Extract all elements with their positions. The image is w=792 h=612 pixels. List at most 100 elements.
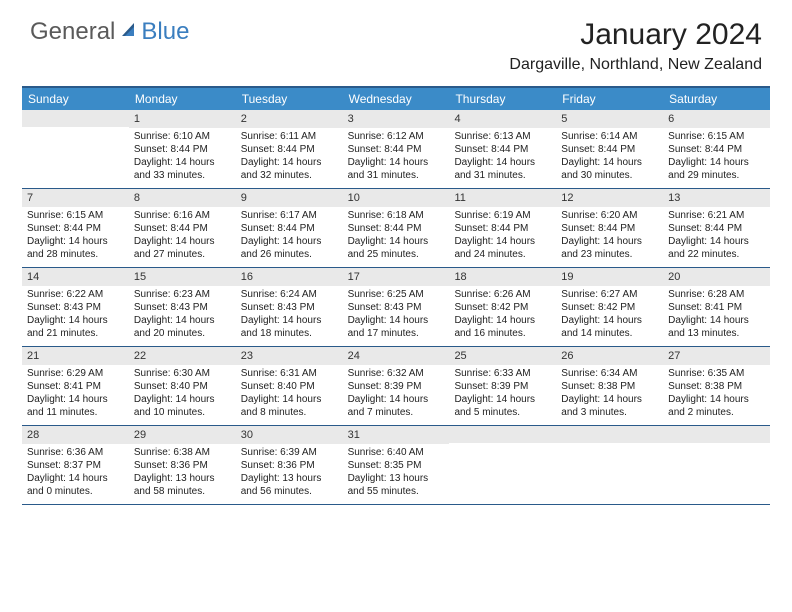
- day-number: 5: [556, 110, 663, 128]
- day-body: Sunrise: 6:34 AMSunset: 8:38 PMDaylight:…: [556, 365, 663, 423]
- daylight-text: Daylight: 14 hours and 32 minutes.: [241, 156, 338, 182]
- daylight-text: Daylight: 14 hours and 0 minutes.: [27, 472, 124, 498]
- sunrise-text: Sunrise: 6:39 AM: [241, 446, 338, 459]
- sunrise-text: Sunrise: 6:19 AM: [454, 209, 551, 222]
- daylight-text: Daylight: 14 hours and 30 minutes.: [561, 156, 658, 182]
- dow-saturday: Saturday: [663, 88, 770, 110]
- day-body: Sunrise: 6:30 AMSunset: 8:40 PMDaylight:…: [129, 365, 236, 423]
- sunrise-text: Sunrise: 6:24 AM: [241, 288, 338, 301]
- day-body: Sunrise: 6:29 AMSunset: 8:41 PMDaylight:…: [22, 365, 129, 423]
- day-cell: 7Sunrise: 6:15 AMSunset: 8:44 PMDaylight…: [22, 189, 129, 267]
- day-number: 8: [129, 189, 236, 207]
- sunset-text: Sunset: 8:44 PM: [134, 222, 231, 235]
- daylight-text: Daylight: 14 hours and 31 minutes.: [454, 156, 551, 182]
- day-cell: 2Sunrise: 6:11 AMSunset: 8:44 PMDaylight…: [236, 110, 343, 188]
- day-cell: 30Sunrise: 6:39 AMSunset: 8:36 PMDayligh…: [236, 426, 343, 504]
- day-body: Sunrise: 6:16 AMSunset: 8:44 PMDaylight:…: [129, 207, 236, 265]
- sunrise-text: Sunrise: 6:26 AM: [454, 288, 551, 301]
- day-number: 24: [343, 347, 450, 365]
- daylight-text: Daylight: 13 hours and 55 minutes.: [348, 472, 445, 498]
- day-cell: 19Sunrise: 6:27 AMSunset: 8:42 PMDayligh…: [556, 268, 663, 346]
- dow-friday: Friday: [556, 88, 663, 110]
- day-body: Sunrise: 6:31 AMSunset: 8:40 PMDaylight:…: [236, 365, 343, 423]
- logo: General Blue: [30, 18, 189, 46]
- day-body: Sunrise: 6:36 AMSunset: 8:37 PMDaylight:…: [22, 444, 129, 502]
- day-body: Sunrise: 6:11 AMSunset: 8:44 PMDaylight:…: [236, 128, 343, 186]
- day-cell: [449, 426, 556, 504]
- day-body: Sunrise: 6:15 AMSunset: 8:44 PMDaylight:…: [22, 207, 129, 265]
- sunrise-text: Sunrise: 6:23 AM: [134, 288, 231, 301]
- sunrise-text: Sunrise: 6:15 AM: [668, 130, 765, 143]
- daylight-text: Daylight: 14 hours and 25 minutes.: [348, 235, 445, 261]
- sunset-text: Sunset: 8:44 PM: [348, 222, 445, 235]
- day-cell: 12Sunrise: 6:20 AMSunset: 8:44 PMDayligh…: [556, 189, 663, 267]
- daylight-text: Daylight: 14 hours and 26 minutes.: [241, 235, 338, 261]
- day-number: 21: [22, 347, 129, 365]
- day-number: 2: [236, 110, 343, 128]
- daylight-text: Daylight: 14 hours and 24 minutes.: [454, 235, 551, 261]
- sunrise-text: Sunrise: 6:20 AM: [561, 209, 658, 222]
- day-number: 3: [343, 110, 450, 128]
- day-number: 4: [449, 110, 556, 128]
- daylight-text: Daylight: 14 hours and 21 minutes.: [27, 314, 124, 340]
- sail-icon: [119, 21, 139, 44]
- sunrise-text: Sunrise: 6:10 AM: [134, 130, 231, 143]
- day-number-empty: [22, 110, 129, 127]
- daylight-text: Daylight: 14 hours and 2 minutes.: [668, 393, 765, 419]
- sunrise-text: Sunrise: 6:12 AM: [348, 130, 445, 143]
- sunset-text: Sunset: 8:43 PM: [348, 301, 445, 314]
- day-number: 19: [556, 268, 663, 286]
- day-body: Sunrise: 6:32 AMSunset: 8:39 PMDaylight:…: [343, 365, 450, 423]
- day-body: Sunrise: 6:23 AMSunset: 8:43 PMDaylight:…: [129, 286, 236, 344]
- day-number: 22: [129, 347, 236, 365]
- day-cell: 20Sunrise: 6:28 AMSunset: 8:41 PMDayligh…: [663, 268, 770, 346]
- title-block: January 2024 Dargaville, Northland, New …: [509, 18, 762, 74]
- daylight-text: Daylight: 14 hours and 16 minutes.: [454, 314, 551, 340]
- sunset-text: Sunset: 8:44 PM: [134, 143, 231, 156]
- daylight-text: Daylight: 13 hours and 58 minutes.: [134, 472, 231, 498]
- day-number: 26: [556, 347, 663, 365]
- day-body: Sunrise: 6:28 AMSunset: 8:41 PMDaylight:…: [663, 286, 770, 344]
- day-cell: 29Sunrise: 6:38 AMSunset: 8:36 PMDayligh…: [129, 426, 236, 504]
- day-body: Sunrise: 6:24 AMSunset: 8:43 PMDaylight:…: [236, 286, 343, 344]
- sunset-text: Sunset: 8:44 PM: [241, 143, 338, 156]
- day-number: 23: [236, 347, 343, 365]
- day-body: Sunrise: 6:17 AMSunset: 8:44 PMDaylight:…: [236, 207, 343, 265]
- day-cell: 18Sunrise: 6:26 AMSunset: 8:42 PMDayligh…: [449, 268, 556, 346]
- day-body: Sunrise: 6:38 AMSunset: 8:36 PMDaylight:…: [129, 444, 236, 502]
- day-body: Sunrise: 6:35 AMSunset: 8:38 PMDaylight:…: [663, 365, 770, 423]
- sunset-text: Sunset: 8:36 PM: [134, 459, 231, 472]
- day-cell: 23Sunrise: 6:31 AMSunset: 8:40 PMDayligh…: [236, 347, 343, 425]
- sunset-text: Sunset: 8:44 PM: [668, 222, 765, 235]
- day-cell: [663, 426, 770, 504]
- day-body: Sunrise: 6:14 AMSunset: 8:44 PMDaylight:…: [556, 128, 663, 186]
- day-body: Sunrise: 6:18 AMSunset: 8:44 PMDaylight:…: [343, 207, 450, 265]
- day-number: 15: [129, 268, 236, 286]
- daylight-text: Daylight: 14 hours and 28 minutes.: [27, 235, 124, 261]
- day-cell: 4Sunrise: 6:13 AMSunset: 8:44 PMDaylight…: [449, 110, 556, 188]
- sunset-text: Sunset: 8:38 PM: [668, 380, 765, 393]
- day-cell: 22Sunrise: 6:30 AMSunset: 8:40 PMDayligh…: [129, 347, 236, 425]
- daylight-text: Daylight: 14 hours and 29 minutes.: [668, 156, 765, 182]
- day-cell: 17Sunrise: 6:25 AMSunset: 8:43 PMDayligh…: [343, 268, 450, 346]
- sunrise-text: Sunrise: 6:28 AM: [668, 288, 765, 301]
- daylight-text: Daylight: 14 hours and 31 minutes.: [348, 156, 445, 182]
- daylight-text: Daylight: 14 hours and 10 minutes.: [134, 393, 231, 419]
- day-number: 20: [663, 268, 770, 286]
- sunset-text: Sunset: 8:43 PM: [134, 301, 231, 314]
- sunset-text: Sunset: 8:41 PM: [27, 380, 124, 393]
- day-number-empty: [449, 426, 556, 443]
- day-cell: 10Sunrise: 6:18 AMSunset: 8:44 PMDayligh…: [343, 189, 450, 267]
- day-cell: 9Sunrise: 6:17 AMSunset: 8:44 PMDaylight…: [236, 189, 343, 267]
- day-body: Sunrise: 6:40 AMSunset: 8:35 PMDaylight:…: [343, 444, 450, 502]
- sunset-text: Sunset: 8:44 PM: [454, 222, 551, 235]
- day-cell: 26Sunrise: 6:34 AMSunset: 8:38 PMDayligh…: [556, 347, 663, 425]
- sunrise-text: Sunrise: 6:40 AM: [348, 446, 445, 459]
- sunset-text: Sunset: 8:43 PM: [241, 301, 338, 314]
- sunrise-text: Sunrise: 6:25 AM: [348, 288, 445, 301]
- sunrise-text: Sunrise: 6:13 AM: [454, 130, 551, 143]
- sunset-text: Sunset: 8:42 PM: [561, 301, 658, 314]
- sunset-text: Sunset: 8:37 PM: [27, 459, 124, 472]
- day-cell: 8Sunrise: 6:16 AMSunset: 8:44 PMDaylight…: [129, 189, 236, 267]
- sunrise-text: Sunrise: 6:33 AM: [454, 367, 551, 380]
